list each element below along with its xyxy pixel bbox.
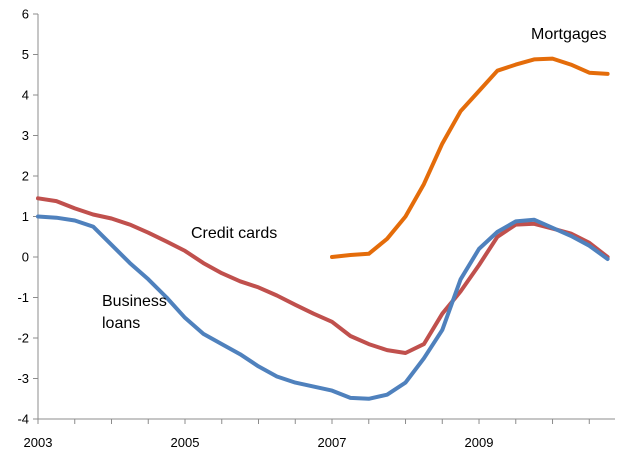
series-labels: Mortgages Credit cards Business loans xyxy=(102,26,607,332)
y-tick-label: 3 xyxy=(22,128,29,143)
y-tick-label: -1 xyxy=(17,290,29,305)
series-lines xyxy=(36,56,610,401)
series-label-line: loans xyxy=(102,315,140,332)
y-ticks: 6 5 4 3 2 1 0 -1 -2 -3 -4 xyxy=(17,7,38,427)
series-label-business-loans: Business loans xyxy=(102,293,167,332)
series-label-line: Business xyxy=(102,293,167,310)
series-label-credit-cards: Credit cards xyxy=(191,225,277,242)
y-tick-label: -4 xyxy=(17,412,29,427)
chart-axes xyxy=(37,14,615,420)
y-tick-label: -2 xyxy=(17,331,29,346)
y-tick-label: 5 xyxy=(22,47,29,62)
series-label-line: Mortgages xyxy=(531,26,607,43)
x-tick-label: 2007 xyxy=(318,435,347,450)
series-line-credit-cards xyxy=(36,196,610,355)
x-tick-label: 2003 xyxy=(24,435,53,450)
y-tick-label: -3 xyxy=(17,371,29,386)
x-ticks: 2003 2005 2007 2009 xyxy=(24,419,590,450)
y-tick-label: 4 xyxy=(22,88,29,103)
y-tick-label: 1 xyxy=(22,209,29,224)
series-line-business-loans xyxy=(36,214,610,401)
x-tick-label: 2009 xyxy=(465,435,494,450)
x-tick-label: 2005 xyxy=(171,435,200,450)
series-label-line: Credit cards xyxy=(191,225,277,242)
y-tick-label: 2 xyxy=(22,169,29,184)
series-label-mortgages: Mortgages xyxy=(531,26,607,43)
y-tick-label: 0 xyxy=(22,250,29,265)
series-line-mortgages xyxy=(330,56,610,259)
y-tick-label: 6 xyxy=(22,7,29,22)
